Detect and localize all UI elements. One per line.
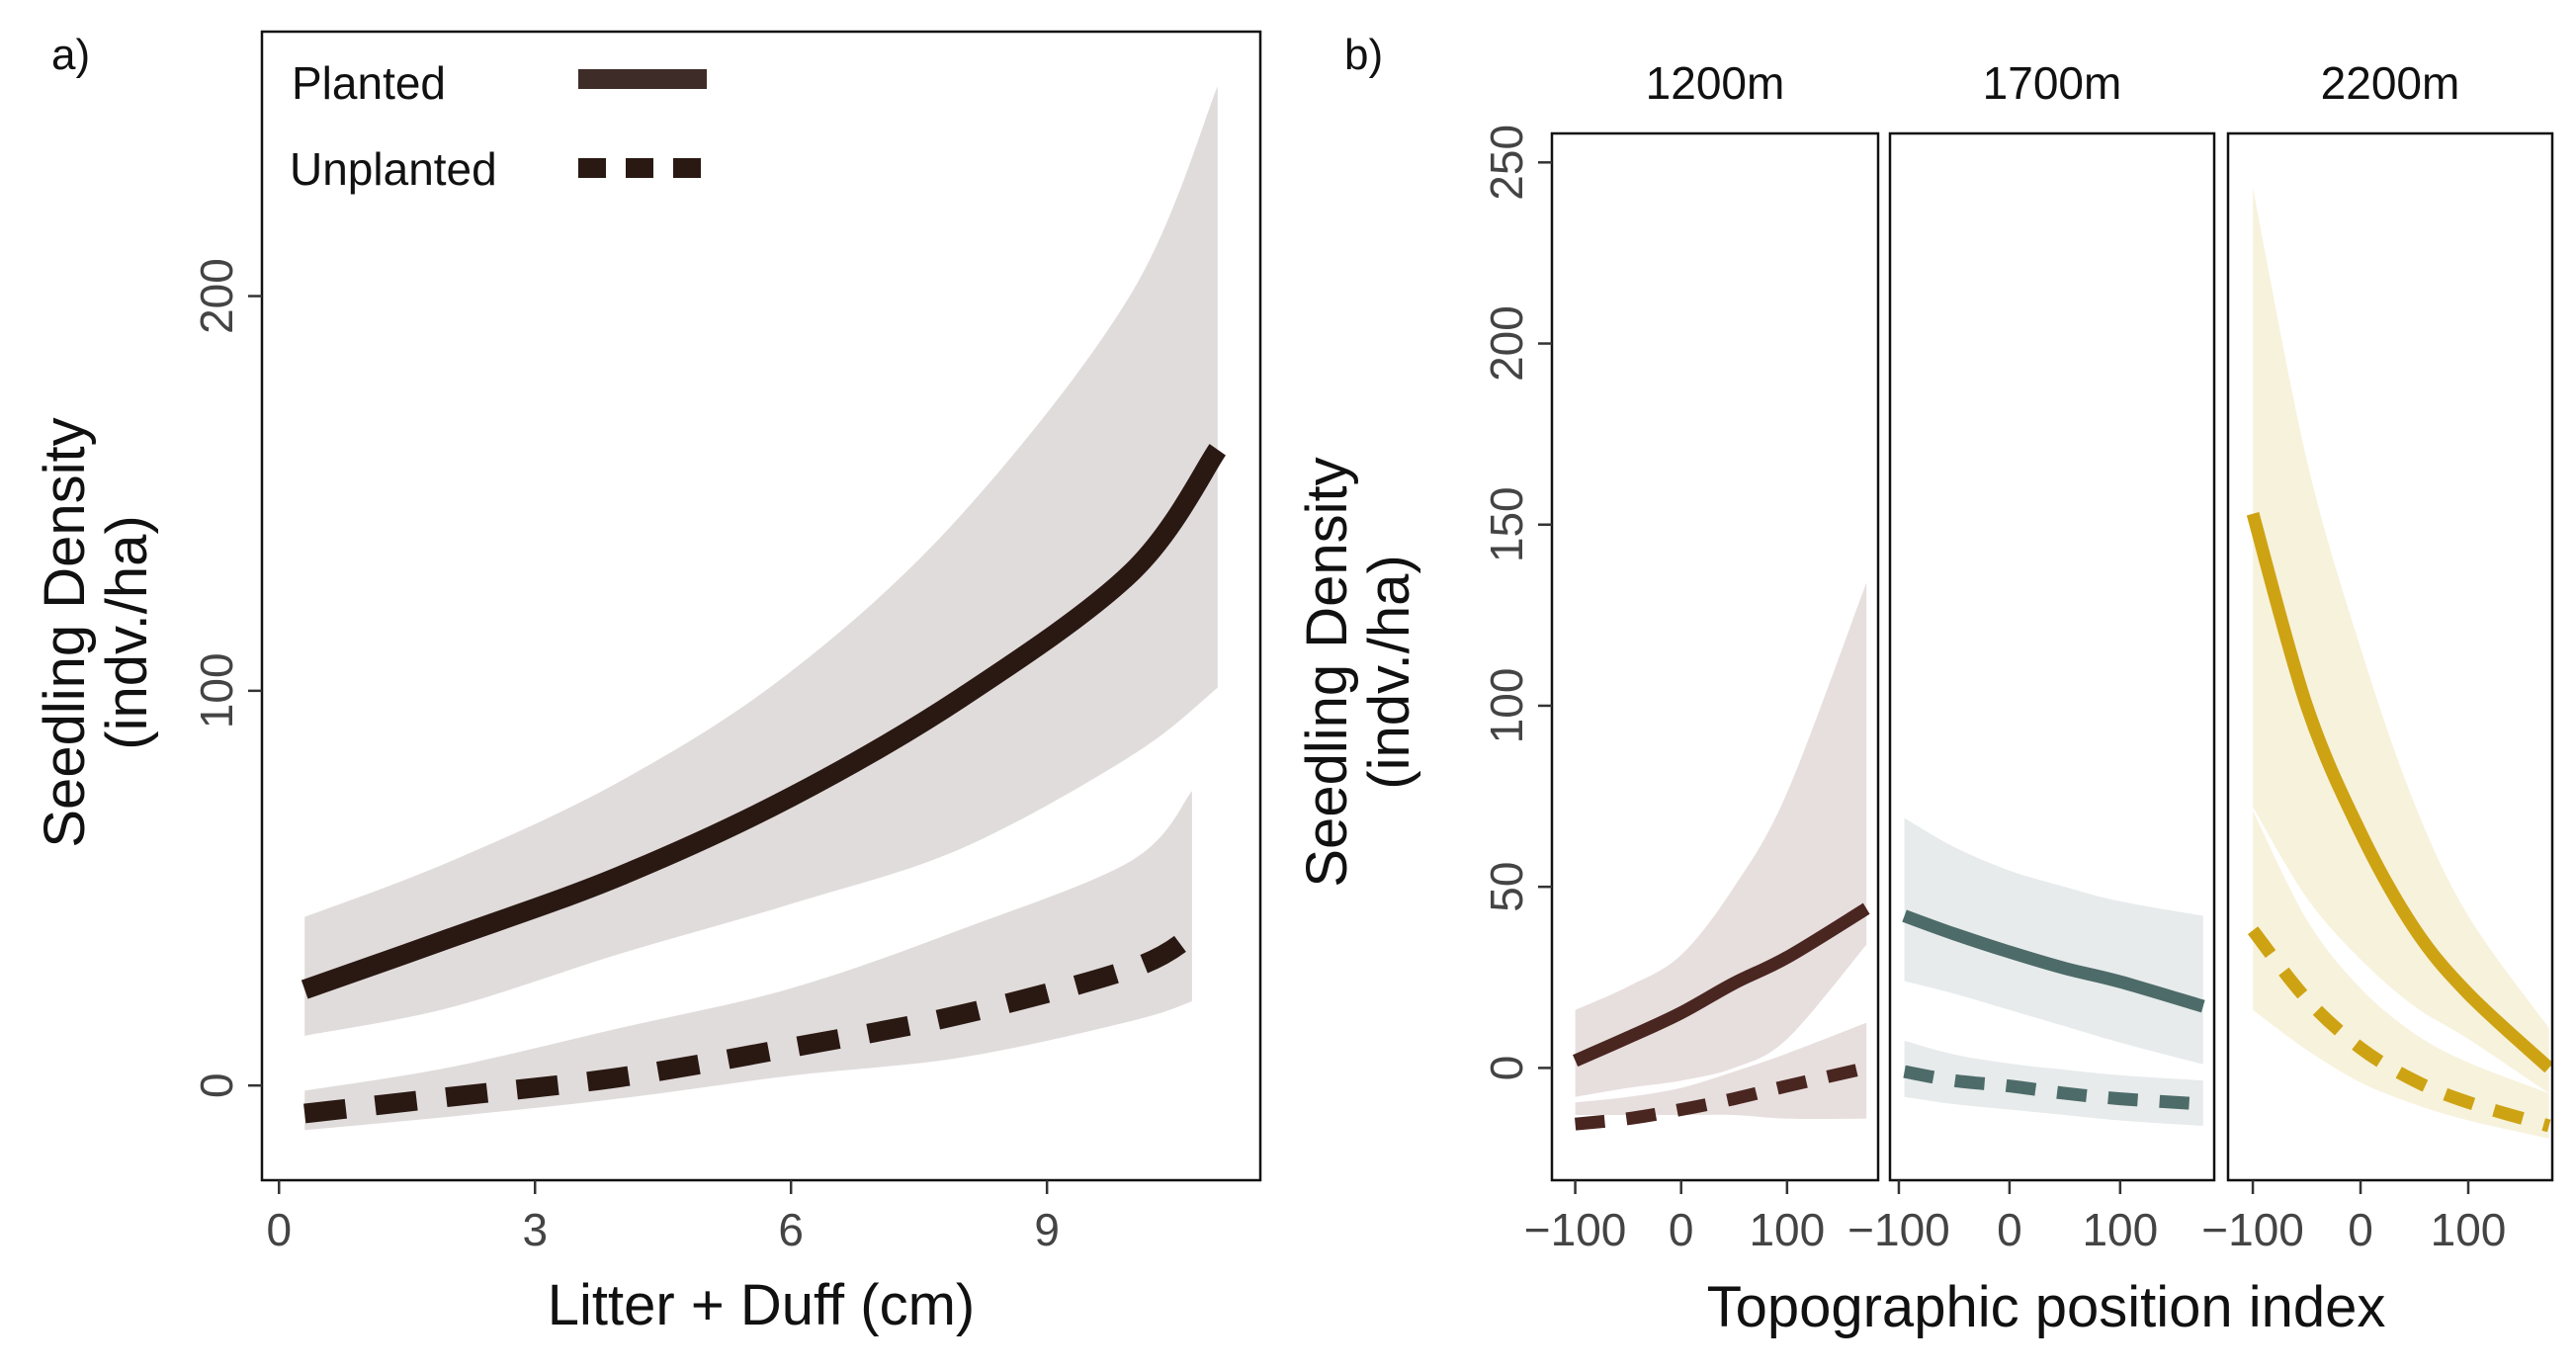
facet-x-tick-label: −100 bbox=[1524, 1204, 1627, 1255]
facet-1700m-line-planted bbox=[1902, 909, 2205, 1013]
panel-b-y-tick-label: 250 bbox=[1481, 125, 1532, 201]
facet-x-tick-label: −100 bbox=[1847, 1204, 1950, 1255]
panel-a-x-tick-label: 9 bbox=[1034, 1204, 1060, 1255]
panel-a: Planted Unplanted 0 3 6 9 0 100 200 Litter + … bbox=[33, 30, 1262, 1337]
panel-a-frame bbox=[260, 30, 1262, 1182]
facet-2200m-band-planted bbox=[2253, 188, 2549, 1094]
facet-1200m-band-planted bbox=[1575, 582, 1867, 1097]
facet-1200m-line-planted bbox=[1572, 902, 1870, 1068]
panel-a-x-axis-label: Litter + Duff (cm) bbox=[548, 1273, 975, 1337]
facet-2200m-band-unplanted bbox=[2253, 811, 2549, 1139]
panel-b-y-axis-label-line2: (indv./ha) bbox=[1357, 555, 1421, 789]
facet-x-tick-label: 0 bbox=[1997, 1204, 2022, 1255]
panel-a-band-unplanted bbox=[304, 791, 1192, 1131]
facet-1700m-frame bbox=[1888, 131, 2216, 1182]
panel-a-line-planted bbox=[301, 444, 1227, 999]
panel-a-y-axis-label-line1: Seedling Density bbox=[33, 417, 97, 847]
panel-label-b: b) bbox=[1344, 31, 1383, 79]
facet-x-tick-label: 100 bbox=[1749, 1204, 1825, 1255]
facet-1200m-band-unplanted bbox=[1575, 1022, 1867, 1119]
facet-1200m-line-unplanted bbox=[1574, 1062, 1868, 1131]
facet-title: 1700m bbox=[1983, 57, 2122, 109]
panel-a-band-planted bbox=[304, 86, 1218, 1036]
panel-b-y-tick-label: 0 bbox=[1481, 1056, 1532, 1081]
legend: Planted Unplanted bbox=[290, 57, 707, 195]
facet-2200m-line-unplanted bbox=[2247, 926, 2551, 1133]
facet-x-tick-label: 0 bbox=[1669, 1204, 1694, 1255]
facet-1200m: 1200m −100 0 100 bbox=[1524, 57, 1880, 1255]
panel-a-line-unplanted bbox=[303, 926, 1198, 1124]
panel-b-y-tick-label: 200 bbox=[1481, 305, 1532, 382]
panel-a-x-tick-label: 6 bbox=[778, 1204, 804, 1255]
panel-b-x-axis-label: Topographic position index bbox=[1707, 1275, 2386, 1339]
panel-a-y-tick-label: 100 bbox=[191, 652, 242, 728]
facet-2200m: 2200m −100 0 100 bbox=[2201, 57, 2554, 1255]
panel-a-y-tick-label: 0 bbox=[191, 1072, 242, 1098]
panel-label-a: a) bbox=[51, 31, 90, 79]
facet-1200m-frame bbox=[1550, 131, 1880, 1182]
panel-a-x-tick-label: 0 bbox=[266, 1204, 292, 1255]
facet-2200m-frame bbox=[2226, 131, 2554, 1182]
facet-2200m-line-planted bbox=[2246, 512, 2552, 1073]
panel-b-y-tick-label: 100 bbox=[1481, 668, 1532, 744]
legend-label-unplanted: Unplanted bbox=[290, 143, 497, 195]
panel-a-y-axis-label-line2: (indv./ha) bbox=[95, 515, 159, 749]
panel-a-y-tick-label: 200 bbox=[191, 258, 242, 334]
facet-title: 2200m bbox=[2321, 57, 2460, 109]
legend-label-planted: Planted bbox=[292, 57, 446, 109]
facet-1700m-band-planted bbox=[1904, 817, 2203, 1065]
facet-1700m: 1700m −100 0 100 bbox=[1847, 57, 2216, 1255]
panel-a-x-tick-label: 3 bbox=[522, 1204, 548, 1255]
panel-b-y-tick-label: 150 bbox=[1481, 486, 1532, 562]
panel-b-y-tick-label: 50 bbox=[1481, 862, 1532, 912]
facet-x-tick-label: 100 bbox=[2082, 1204, 2158, 1255]
facet-x-tick-label: 100 bbox=[2431, 1204, 2507, 1255]
facet-x-tick-label: 0 bbox=[2348, 1204, 2373, 1255]
panel-b-y-axis-label-line1: Seedling Density bbox=[1295, 457, 1359, 887]
facet-x-tick-label: −100 bbox=[2201, 1204, 2304, 1255]
facet-title: 1200m bbox=[1646, 57, 1785, 109]
